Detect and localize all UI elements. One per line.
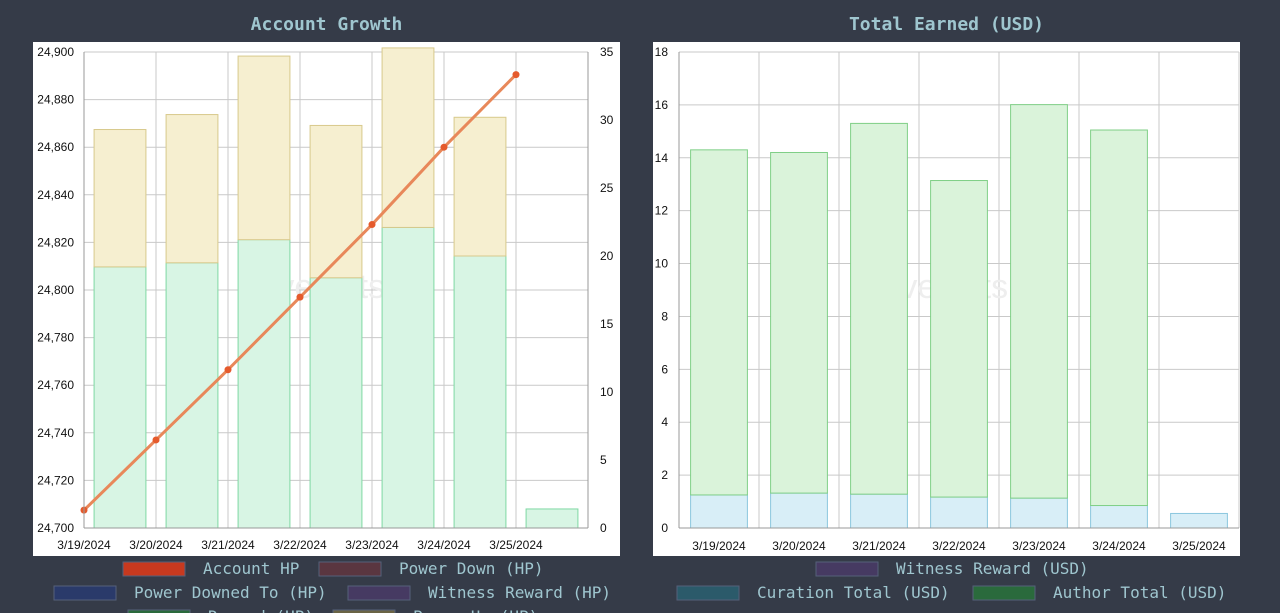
bar-power-up-hp (165, 114, 219, 264)
y-left-tick-label: 24,780 (37, 331, 74, 345)
legend-label-account-growth: Power Up (HP) (413, 607, 538, 613)
legend-label-account-growth: Account HP (203, 559, 299, 578)
y-right-tick-label: 25 (600, 181, 614, 195)
y-tick-label: 16 (655, 98, 669, 112)
y-left-tick-label: 24,740 (37, 426, 74, 440)
bar-reward-hp (453, 255, 507, 529)
bar-reward-hp (165, 262, 219, 529)
y-left-tick-label: 24,880 (37, 93, 74, 107)
bar-power-up-hp (309, 124, 363, 279)
y-left-tick-label: 24,720 (37, 473, 74, 487)
legend-label-total-earned: Witness Reward (USD) (896, 559, 1089, 578)
y-tick-label: 12 (655, 204, 669, 218)
legend-label-account-growth: Power Downed To (HP) (134, 583, 327, 602)
bar-curation-total (690, 494, 748, 529)
x-tick-label: 3/24/2024 (1092, 539, 1146, 553)
point-account-hp (296, 293, 304, 301)
point-account-hp (440, 143, 448, 151)
legend-label-total-earned: Author Total (USD) (1053, 583, 1226, 602)
account-growth-title: Account Growth (250, 14, 403, 35)
point-account-hp (152, 436, 160, 444)
y-tick-label: 18 (655, 45, 669, 59)
legend-swatch-total-earned (676, 585, 740, 601)
bar-author-total (930, 180, 988, 498)
y-left-tick-label: 24,700 (37, 521, 74, 535)
legend-swatch-account-growth (122, 561, 186, 577)
bar-reward-hp (525, 508, 579, 529)
point-account-hp (512, 71, 520, 79)
y-tick-label: 4 (661, 415, 668, 429)
y-left-tick-label: 24,760 (37, 378, 74, 392)
x-tick-label: 3/22/2024 (273, 538, 327, 552)
bar-author-total (1010, 104, 1068, 499)
y-tick-label: 14 (655, 151, 669, 165)
y-left-tick-label: 24,860 (37, 140, 74, 154)
bar-author-total (850, 122, 908, 495)
point-account-hp (368, 221, 376, 229)
bar-power-up-hp (237, 55, 291, 241)
legend-swatch-total-earned (972, 585, 1036, 601)
bar-reward-hp (93, 266, 147, 529)
x-tick-label: 3/25/2024 (489, 538, 543, 552)
x-tick-label: 3/23/2024 (345, 538, 399, 552)
x-tick-label: 3/24/2024 (417, 538, 471, 552)
x-tick-label: 3/25/2024 (1172, 539, 1226, 553)
bar-curation-total (1090, 505, 1148, 529)
x-tick-label: 3/21/2024 (852, 539, 906, 553)
bar-author-total (690, 149, 748, 496)
x-tick-label: 3/20/2024 (772, 539, 826, 553)
y-right-tick-label: 15 (600, 317, 614, 331)
x-tick-label: 3/19/2024 (692, 539, 746, 553)
y-left-tick-label: 24,840 (37, 188, 74, 202)
x-tick-label: 3/20/2024 (129, 538, 183, 552)
bar-curation-total (1170, 512, 1228, 529)
legend-swatch-account-growth (127, 609, 191, 613)
bar-author-total (770, 151, 828, 494)
bar-author-total (1090, 129, 1148, 507)
y-right-tick-label: 10 (600, 385, 614, 399)
y-tick-label: 8 (661, 309, 668, 323)
y-right-tick-label: 30 (600, 113, 614, 127)
bar-reward-hp (237, 239, 291, 529)
x-tick-label: 3/21/2024 (201, 538, 255, 552)
y-left-tick-label: 24,820 (37, 235, 74, 249)
y-right-tick-label: 0 (600, 521, 607, 535)
legend-swatch-total-earned (815, 561, 879, 577)
bar-reward-hp (309, 277, 363, 529)
y-right-tick-label: 5 (600, 453, 607, 467)
legend-swatch-account-growth (53, 585, 117, 601)
x-tick-label: 3/23/2024 (1012, 539, 1066, 553)
bar-curation-total (850, 493, 908, 529)
bar-curation-total (770, 492, 828, 529)
x-tick-label: 3/19/2024 (57, 538, 111, 552)
bar-power-up-hp (453, 116, 507, 257)
x-tick-label: 3/22/2024 (932, 539, 986, 553)
bar-power-up-hp (93, 129, 147, 268)
y-tick-label: 2 (661, 468, 668, 482)
y-tick-label: 10 (655, 257, 669, 271)
y-right-tick-label: 20 (600, 249, 614, 263)
point-account-hp (224, 366, 232, 374)
y-tick-label: 0 (661, 521, 668, 535)
bar-curation-total (930, 496, 988, 529)
legend-label-total-earned: Curation Total (USD) (757, 583, 950, 602)
y-right-tick-label: 35 (600, 45, 614, 59)
legend-label-account-growth: Power Down (HP) (399, 559, 544, 578)
y-left-tick-label: 24,900 (37, 45, 74, 59)
bar-reward-hp (381, 226, 435, 529)
y-left-tick-label: 24,800 (37, 283, 74, 297)
legend-swatch-account-growth (347, 585, 411, 601)
legend-swatch-account-growth (332, 609, 396, 613)
total-earned-title: Total Earned (USD) (848, 14, 1045, 35)
y-tick-label: 6 (661, 362, 668, 376)
bar-power-up-hp (381, 47, 435, 228)
bar-curation-total (1010, 497, 1068, 529)
legend-label-account-growth: Reward (HP) (208, 607, 314, 613)
legend-label-account-growth: Witness Reward (HP) (428, 583, 611, 602)
legend-swatch-account-growth (318, 561, 382, 577)
